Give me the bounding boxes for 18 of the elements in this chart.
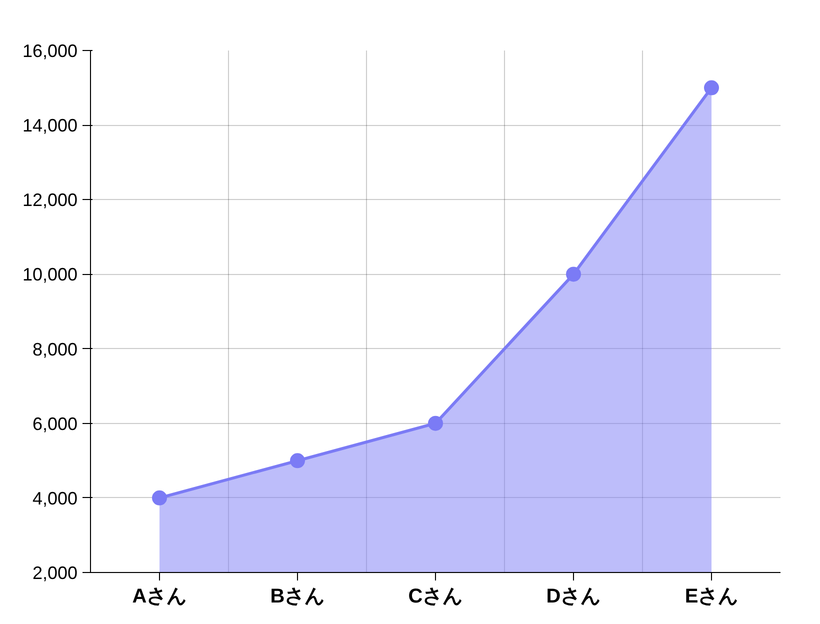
x-tick-label: Cさん [408, 586, 463, 608]
y-tick-label: 4,000 [32, 488, 78, 508]
point [152, 490, 167, 506]
point [566, 266, 581, 282]
y-tick-label: 8,000 [32, 339, 78, 360]
x-tick-label: Dさん [546, 586, 601, 608]
x-tick-label: Eさん [684, 586, 738, 608]
y-tick-label: 10,000 [22, 264, 78, 285]
y-tick-label: 6,000 [32, 414, 78, 434]
y-tick-label: 14,000 [22, 116, 78, 136]
y-tick-label: 16,000 [22, 41, 78, 61]
x-tick-label: Aさん [132, 586, 187, 608]
x-tick-label: Bさん [270, 586, 325, 608]
point [428, 416, 443, 431]
point [704, 80, 719, 96]
y-tick-label: 12,000 [22, 190, 78, 210]
point [290, 453, 305, 468]
y-tick-label: 2,000 [32, 563, 78, 583]
